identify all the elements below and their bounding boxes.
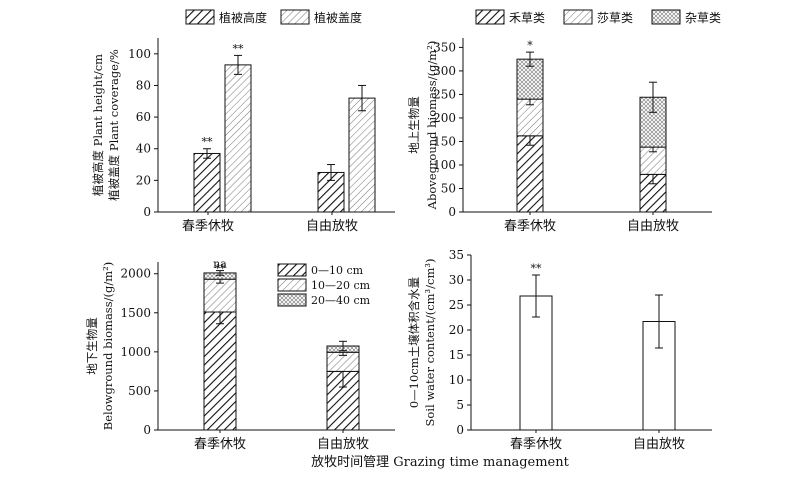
legend: 植被高度 植被盖度: [185, 9, 362, 25]
significance-label: *: [527, 39, 533, 52]
chart-panel-a: 0 20 40 60 80 100 春季休牧 自由放牧 植被高度 Plant height/cm…: [91, 9, 395, 234]
bar-植被高度-春季休牧: [193, 152, 221, 213]
bar-10—20 cm-春季休牧: [203, 278, 237, 313]
legend-label: 0—10 cm: [311, 264, 364, 277]
y-axis-label: 地上生物量: [407, 96, 421, 154]
y-tick-label: 35: [449, 248, 464, 262]
y-tick-label: 0: [143, 423, 151, 437]
legend-label: 植被高度: [219, 10, 267, 25]
y-tick-label: 1500: [120, 306, 151, 320]
y-tick-label: 50: [441, 181, 456, 195]
legend-label: 莎草类: [597, 11, 633, 25]
x-tick-label: 自由放牧: [317, 437, 369, 452]
y-axis-label: Belowground biomass/(g/m²): [101, 262, 115, 430]
chart-panel-d: 0 5 10 15 20 25 30 35 春季休牧 自由放牧 0—10cm土壤体积含水量 Soil …: [407, 248, 712, 452]
legend-swatch: [277, 293, 307, 307]
x-tick-label: 春季休牧: [504, 219, 556, 234]
y-tick-label: 15: [449, 348, 464, 362]
figure-x-axis-label: 放牧时间管理 Grazing time management: [311, 455, 569, 470]
x-tick-label: 春季休牧: [510, 437, 562, 452]
y-tick-label: 0: [143, 205, 151, 219]
y-axis-label: Soil water content/(cm³/cm³): [423, 259, 437, 427]
legend-label: 10—20 cm: [311, 279, 371, 292]
significance-label: **: [215, 262, 227, 275]
legend-label: 20—40 cm: [311, 294, 371, 307]
significance-label: **: [233, 42, 245, 55]
y-tick-label: 20: [136, 173, 151, 187]
x-tick-label: 自由放牧: [633, 437, 685, 452]
y-tick-label: 250: [433, 87, 456, 101]
bar-植被盖度-春季休牧: [224, 64, 252, 213]
bar-植被高度-自由放牧: [317, 171, 345, 213]
y-tick-label: 2000: [120, 267, 151, 281]
y-tick-label: 1000: [120, 345, 151, 359]
legend-label: 禾草类: [509, 11, 545, 25]
y-tick-label: 500: [128, 384, 151, 398]
legend-swatch: [280, 9, 310, 25]
y-tick-label: 300: [433, 64, 456, 78]
y-tick-label: 200: [433, 111, 456, 125]
chart-panel-b: 0 50 100 150 200 250 300 350 春季休牧 自由放牧 地上生物量 Aboveg…: [407, 9, 721, 234]
y-tick-label: 30: [449, 273, 464, 287]
y-tick-label: 5: [456, 398, 464, 412]
legend: 0—10 cm 10—20 cm 20—40 cm: [277, 263, 371, 307]
x-tick-label: 自由放牧: [627, 219, 679, 234]
significance-label: **: [531, 262, 543, 275]
y-axis-label: 植被盖度 Plant coverage/%: [107, 49, 121, 201]
y-tick-label: 60: [136, 110, 151, 124]
x-tick-label: 自由放牧: [306, 219, 358, 234]
bar-植被盖度-自由放牧: [348, 97, 376, 213]
chart-panel-c: 0 500 1000 1500 2000 春季休牧 自由放牧 地下生物量 Belowground…: [85, 258, 395, 452]
y-axis-label: 地下生物量: [85, 317, 99, 375]
y-tick-label: 80: [136, 78, 151, 92]
bar-0—10 cm-春季休牧: [203, 311, 237, 431]
legend-swatch: [277, 263, 307, 277]
legend-swatch: [651, 9, 681, 25]
legend-swatch: [185, 9, 215, 25]
y-axis-label: Aboveground biomass/(g/m²): [425, 41, 439, 211]
y-tick-label: 25: [449, 298, 464, 312]
legend-swatch: [277, 278, 307, 292]
x-tick-label: 春季休牧: [194, 437, 246, 452]
y-tick-label: 350: [433, 40, 456, 54]
legend: 禾草类 莎草类 杂草类: [475, 9, 721, 25]
y-tick-label: 150: [433, 134, 456, 148]
legend-swatch: [563, 9, 593, 25]
y-tick-label: 100: [433, 158, 456, 172]
y-axis-label: 0—10cm土壤体积含水量: [407, 277, 421, 408]
x-tick-label: 春季休牧: [182, 219, 234, 234]
legend-swatch: [475, 9, 505, 25]
significance-label: **: [202, 136, 214, 149]
y-tick-label: 40: [136, 142, 151, 156]
significance-label: na: [213, 258, 227, 271]
y-tick-label: 0: [456, 423, 464, 437]
y-axis-label: 植被高度 Plant height/cm: [91, 54, 105, 196]
y-tick-label: 0: [448, 205, 456, 219]
legend-label: 植被盖度: [314, 10, 362, 25]
y-tick-label: 100: [128, 47, 151, 61]
y-tick-label: 10: [449, 373, 464, 387]
bar-禾草类-春季休牧: [516, 135, 544, 213]
y-tick-label: 20: [449, 323, 464, 337]
legend-label: 杂草类: [685, 11, 721, 25]
